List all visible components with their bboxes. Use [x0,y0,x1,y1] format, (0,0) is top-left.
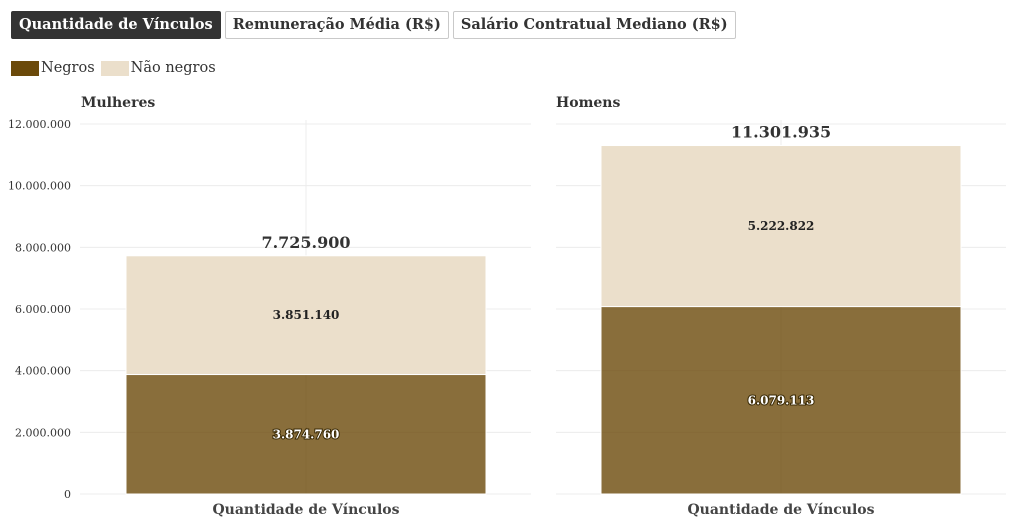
legend-item-negros[interactable]: Negros [11,60,95,76]
y-tick-label: 4.000.000 [15,365,71,378]
tab-quantidade-vinculos[interactable]: Quantidade de Vínculos [11,11,221,39]
y-tick-label: 2.000.000 [15,426,71,439]
bar-segment-nao-negros [125,255,487,376]
chart-legend: Negros Não negros [11,60,222,76]
y-tick-label: 6.000.000 [15,303,71,316]
data-label-negros: 6.079.113 [748,393,815,407]
legend-label-nao-negros: Não negros [130,60,216,76]
data-label-nao-negros: 3.851.140 [273,308,340,322]
legend-label-negros: Negros [41,60,95,76]
bar-segment-negros [600,306,962,495]
data-label-nao-negros: 5.222.822 [748,219,815,233]
legend-item-nao-negros[interactable]: Não negros [100,60,216,76]
y-tick-label: 12.000.000 [8,118,71,131]
x-tick-label: Quantidade de Vínculos [212,502,399,518]
data-label-negros: 3.874.760 [273,427,340,441]
tab-salario-contratual-mediano[interactable]: Salário Contratual Mediano (R$) [452,11,736,39]
metric-tabs: Quantidade de Vínculos Remuneração Média… [11,11,736,39]
y-tick-label: 10.000.000 [8,180,71,193]
total-label: 11.301.935 [731,123,831,142]
x-tick-label: Quantidade de Vínculos [687,502,874,518]
bar-segment-negros [125,374,487,495]
tab-remuneracao-media[interactable]: Remuneração Média (R$) [224,11,449,39]
legend-swatch-negros [11,60,39,76]
panel-title: Mulheres [81,95,155,111]
panel-title: Homens [556,95,620,111]
bar-segment-nao-negros [600,145,962,308]
y-tick-label: 8.000.000 [15,241,71,254]
y-tick-label: 0 [64,488,71,501]
total-label: 7.725.900 [261,233,350,252]
legend-swatch-nao-negros [100,60,129,76]
